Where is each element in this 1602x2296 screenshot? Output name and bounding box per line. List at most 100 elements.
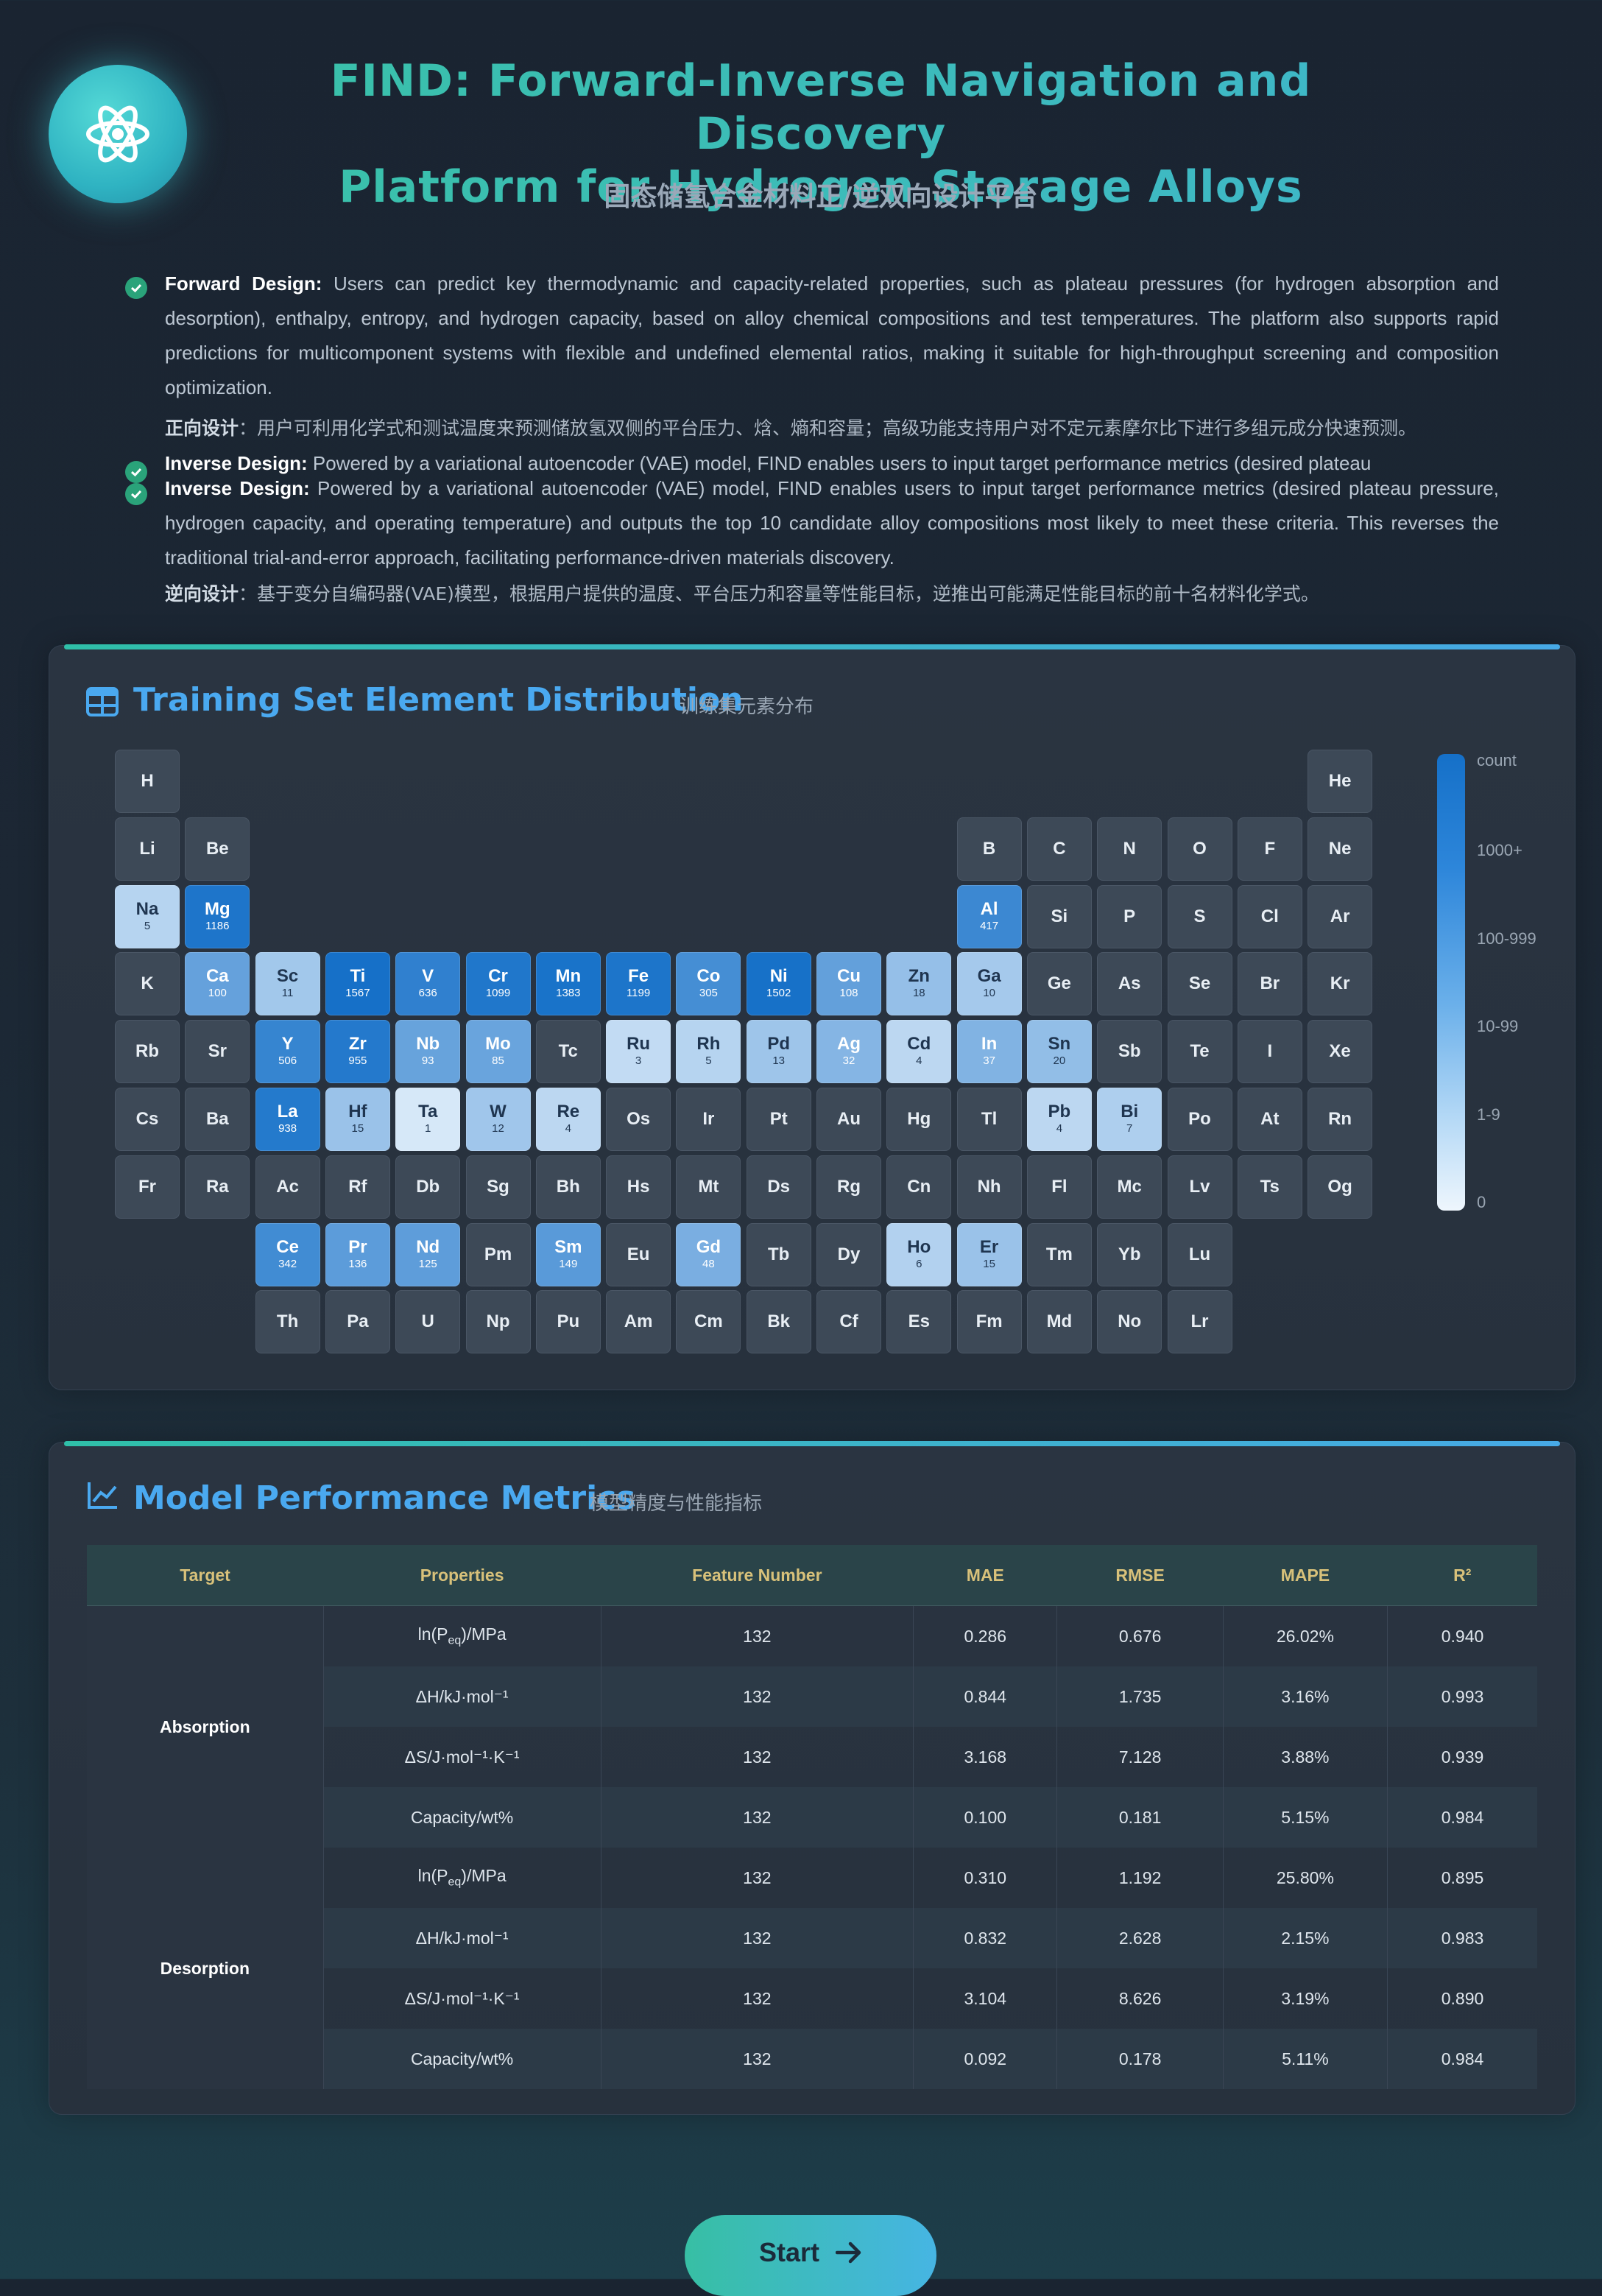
element-cell-ni[interactable]: Ni 1502 [746,952,811,1016]
element-cell-li[interactable]: Li [115,817,180,881]
element-cell-mt[interactable]: Mt [676,1155,741,1219]
element-cell-sm[interactable]: Sm 149 [535,1222,601,1286]
element-cell-am[interactable]: Am [606,1290,671,1354]
element-cell-nh[interactable]: Nh [956,1155,1022,1219]
element-cell-hg[interactable]: Hg [886,1088,952,1151]
element-cell-f[interactable]: F [1237,817,1302,881]
element-cell-xe[interactable]: Xe [1308,1020,1373,1084]
element-cell-i[interactable]: I [1237,1020,1302,1084]
element-cell-sg[interactable]: Sg [465,1155,531,1219]
element-cell-ra[interactable]: Ra [185,1155,250,1219]
start-button[interactable]: Start [685,2215,936,2296]
element-cell-mo[interactable]: Mo 85 [465,1020,531,1084]
element-cell-ta[interactable]: Ta 1 [395,1088,461,1151]
element-cell-po[interactable]: Po [1167,1088,1232,1151]
element-cell-mg[interactable]: Mg 1186 [185,884,250,948]
element-cell-ga[interactable]: Ga 10 [956,952,1022,1016]
element-cell-ne[interactable]: Ne [1308,817,1373,881]
element-cell-ho[interactable]: Ho 6 [886,1222,952,1286]
element-cell-pu[interactable]: Pu [535,1290,601,1354]
element-cell-ge[interactable]: Ge [1026,952,1092,1016]
element-cell-ba[interactable]: Ba [185,1088,250,1151]
element-cell-pr[interactable]: Pr 136 [325,1222,390,1286]
element-cell-h[interactable]: H [115,750,180,813]
element-cell-he[interactable]: He [1308,750,1373,813]
element-cell-eu[interactable]: Eu [606,1222,671,1286]
element-cell-db[interactable]: Db [395,1155,461,1219]
element-cell-w[interactable]: W 12 [465,1088,531,1151]
element-cell-ru[interactable]: Ru 3 [606,1020,671,1084]
element-cell-se[interactable]: Se [1167,952,1232,1016]
element-cell-lv[interactable]: Lv [1167,1155,1232,1219]
element-cell-u[interactable]: U [395,1290,461,1354]
element-cell-fl[interactable]: Fl [1026,1155,1092,1219]
element-cell-cf[interactable]: Cf [816,1290,881,1354]
element-cell-fe[interactable]: Fe 1199 [606,952,671,1016]
element-cell-rf[interactable]: Rf [325,1155,390,1219]
element-cell-re[interactable]: Re 4 [535,1088,601,1151]
element-cell-pt[interactable]: Pt [746,1088,811,1151]
element-cell-pa[interactable]: Pa [325,1290,390,1354]
element-cell-ce[interactable]: Ce 342 [255,1222,320,1286]
element-cell-b[interactable]: B [956,817,1022,881]
element-cell-c[interactable]: C [1026,817,1092,881]
element-cell-hs[interactable]: Hs [606,1155,671,1219]
element-cell-os[interactable]: Os [606,1088,671,1151]
element-cell-in[interactable]: In 37 [956,1020,1022,1084]
element-cell-pd[interactable]: Pd 13 [746,1020,811,1084]
element-cell-ts[interactable]: Ts [1237,1155,1302,1219]
element-cell-mc[interactable]: Mc [1097,1155,1162,1219]
element-cell-zn[interactable]: Zn 18 [886,952,952,1016]
element-cell-th[interactable]: Th [255,1290,320,1354]
element-cell-cu[interactable]: Cu 108 [816,952,881,1016]
element-cell-na[interactable]: Na 5 [115,884,180,948]
element-cell-nd[interactable]: Nd 125 [395,1222,461,1286]
element-cell-y[interactable]: Y 506 [255,1020,320,1084]
element-cell-md[interactable]: Md [1026,1290,1092,1354]
element-cell-cn[interactable]: Cn [886,1155,952,1219]
element-cell-sr[interactable]: Sr [185,1020,250,1084]
element-cell-n[interactable]: N [1097,817,1162,881]
element-cell-bi[interactable]: Bi 7 [1097,1088,1162,1151]
element-cell-tc[interactable]: Tc [535,1020,601,1084]
element-cell-ag[interactable]: Ag 32 [816,1020,881,1084]
element-cell-la[interactable]: La 938 [255,1088,320,1151]
element-cell-cd[interactable]: Cd 4 [886,1020,952,1084]
element-cell-fm[interactable]: Fm [956,1290,1022,1354]
element-cell-gd[interactable]: Gd 48 [676,1222,741,1286]
element-cell-bk[interactable]: Bk [746,1290,811,1354]
element-cell-er[interactable]: Er 15 [956,1222,1022,1286]
element-cell-fr[interactable]: Fr [115,1155,180,1219]
element-cell-no[interactable]: No [1097,1290,1162,1354]
element-cell-cr[interactable]: Cr 1099 [465,952,531,1016]
element-cell-dy[interactable]: Dy [816,1222,881,1286]
element-cell-np[interactable]: Np [465,1290,531,1354]
element-cell-co[interactable]: Co 305 [676,952,741,1016]
element-cell-rn[interactable]: Rn [1308,1088,1373,1151]
element-cell-rb[interactable]: Rb [115,1020,180,1084]
element-cell-ca[interactable]: Ca 100 [185,952,250,1016]
element-cell-kr[interactable]: Kr [1308,952,1373,1016]
element-cell-og[interactable]: Og [1308,1155,1373,1219]
element-cell-es[interactable]: Es [886,1290,952,1354]
element-cell-al[interactable]: Al 417 [956,884,1022,948]
element-cell-lu[interactable]: Lu [1167,1222,1232,1286]
element-cell-te[interactable]: Te [1167,1020,1232,1084]
element-cell-ir[interactable]: Ir [676,1088,741,1151]
element-cell-o[interactable]: O [1167,817,1232,881]
element-cell-ds[interactable]: Ds [746,1155,811,1219]
element-cell-be[interactable]: Be [185,817,250,881]
element-cell-cm[interactable]: Cm [676,1290,741,1354]
element-cell-tl[interactable]: Tl [956,1088,1022,1151]
element-cell-nb[interactable]: Nb 93 [395,1020,461,1084]
element-cell-as[interactable]: As [1097,952,1162,1016]
element-cell-zr[interactable]: Zr 955 [325,1020,390,1084]
element-cell-v[interactable]: V 636 [395,952,461,1016]
element-cell-yb[interactable]: Yb [1097,1222,1162,1286]
element-cell-ti[interactable]: Ti 1567 [325,952,390,1016]
element-cell-br[interactable]: Br [1237,952,1302,1016]
element-cell-at[interactable]: At [1237,1088,1302,1151]
element-cell-rh[interactable]: Rh 5 [676,1020,741,1084]
element-cell-mn[interactable]: Mn 1383 [535,952,601,1016]
element-cell-ac[interactable]: Ac [255,1155,320,1219]
